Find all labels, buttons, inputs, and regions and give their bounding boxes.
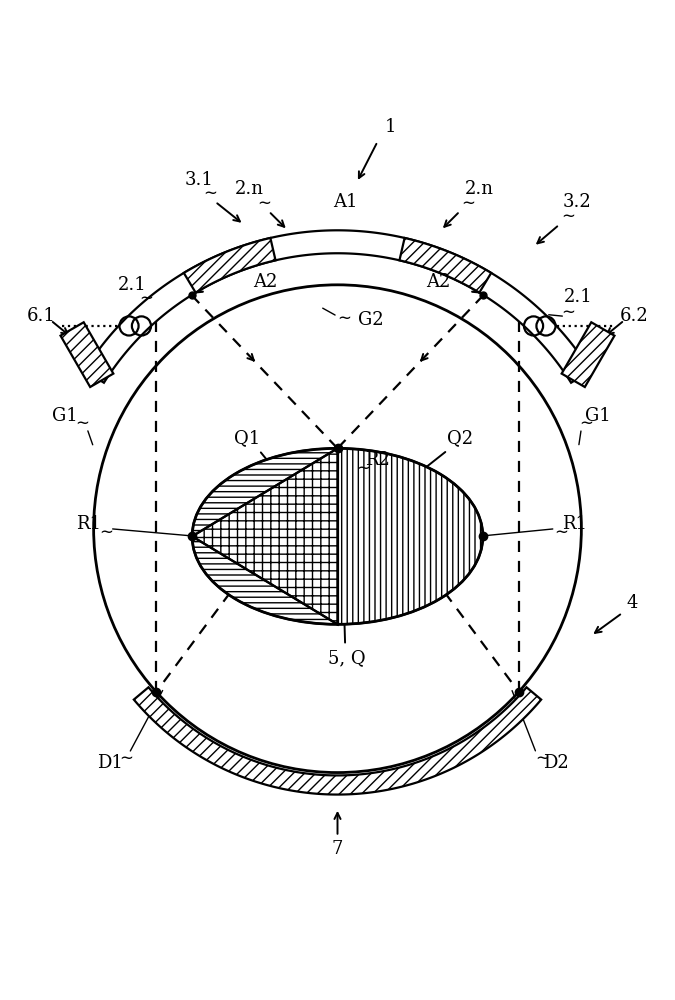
Text: 4: 4: [626, 594, 638, 612]
Text: 1: 1: [384, 118, 396, 136]
Polygon shape: [192, 448, 338, 624]
Text: 6.1: 6.1: [26, 307, 55, 325]
Text: G1: G1: [585, 407, 610, 425]
Polygon shape: [84, 230, 591, 383]
Text: $\sim$: $\sim$: [551, 522, 568, 540]
Bar: [61, 322, 113, 387]
Text: 2.1: 2.1: [117, 276, 146, 294]
Text: D1: D1: [97, 754, 123, 772]
Text: $\sim$: $\sim$: [200, 183, 217, 201]
Text: $\sim$: $\sim$: [458, 193, 475, 211]
Text: R1: R1: [562, 515, 587, 533]
Text: 5, Q: 5, Q: [328, 649, 366, 667]
Text: G2: G2: [358, 311, 384, 329]
Text: 6.2: 6.2: [620, 307, 649, 325]
Text: $\sim$: $\sim$: [117, 747, 134, 765]
Text: $\sim$: $\sim$: [136, 288, 153, 306]
Text: Q2: Q2: [447, 429, 473, 447]
Text: $\sim$: $\sim$: [558, 302, 576, 320]
Polygon shape: [134, 687, 541, 795]
Text: A1: A1: [333, 193, 357, 211]
Text: A2: A2: [254, 273, 278, 291]
Text: 7: 7: [332, 840, 343, 858]
Text: Q1: Q1: [234, 429, 260, 447]
Text: $\sim$: $\sim$: [353, 458, 370, 476]
Text: A2: A2: [426, 273, 450, 291]
Text: 3.1: 3.1: [184, 171, 213, 189]
Text: $\sim$: $\sim$: [254, 193, 271, 211]
Text: 3.2: 3.2: [562, 193, 591, 211]
Polygon shape: [184, 238, 275, 293]
Text: $\sim$: $\sim$: [97, 522, 114, 540]
Text: D2: D2: [543, 754, 568, 772]
Text: 2.n: 2.n: [464, 180, 493, 198]
Text: R2: R2: [365, 451, 390, 469]
Bar: [562, 322, 614, 387]
Text: $\sim$: $\sim$: [576, 413, 593, 431]
Text: $\sim$: $\sim$: [333, 307, 351, 325]
Polygon shape: [192, 448, 338, 624]
Text: R1: R1: [76, 515, 101, 533]
Text: $\sim$: $\sim$: [531, 747, 549, 765]
Polygon shape: [400, 238, 491, 293]
Text: $\sim$: $\sim$: [72, 413, 90, 431]
Text: 2.1: 2.1: [564, 288, 593, 306]
Text: G1: G1: [52, 407, 78, 425]
Text: $\sim$: $\sim$: [558, 206, 576, 224]
Text: 2.n: 2.n: [235, 180, 264, 198]
Polygon shape: [338, 448, 483, 624]
